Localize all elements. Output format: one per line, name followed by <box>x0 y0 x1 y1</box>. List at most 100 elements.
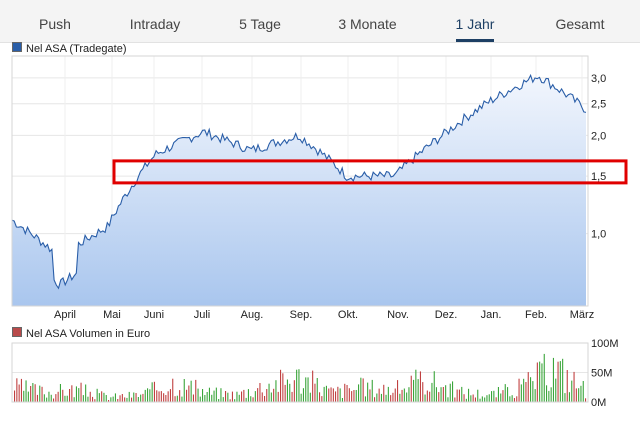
volume-bar <box>502 390 504 402</box>
volume-bar <box>353 390 355 402</box>
volume-bar <box>351 391 353 402</box>
volume-bar <box>289 383 291 402</box>
volume-bar <box>435 387 437 402</box>
volume-bar <box>511 395 513 402</box>
volume-bar <box>426 390 428 402</box>
volume-bar <box>484 397 486 402</box>
volume-bar <box>472 394 474 402</box>
volume-bar <box>252 397 254 402</box>
volume-bar <box>422 382 424 402</box>
volume-bar <box>415 369 417 402</box>
volume-bar <box>397 380 399 402</box>
volume-bar <box>374 397 376 402</box>
volume-bar <box>380 393 382 402</box>
tab-3-monate[interactable]: 3 Monate <box>338 16 397 32</box>
volume-bar <box>539 361 541 402</box>
volume-bar <box>25 380 27 402</box>
tab-intraday[interactable]: Intraday <box>129 16 181 32</box>
volume-bar <box>474 397 476 402</box>
volume-bar <box>491 391 493 402</box>
volume-bar <box>488 394 490 402</box>
volume-bar <box>424 394 426 402</box>
volume-bar <box>179 390 181 402</box>
volume-bar <box>128 391 130 402</box>
volume-legend: Nel ASA Volumen in Euro <box>12 327 150 340</box>
volume-bar <box>493 390 495 402</box>
volume-bar <box>419 371 421 402</box>
volume-bar <box>479 398 481 402</box>
volume-bar <box>516 396 518 402</box>
volume-bar <box>394 388 396 402</box>
volume-bar <box>536 362 538 402</box>
volume-bar <box>302 388 304 402</box>
volume-bar <box>264 396 266 402</box>
volume-y-tick-label: 0M <box>591 397 606 409</box>
volume-bar <box>465 398 467 402</box>
price-line <box>11 73 587 290</box>
volume-bar <box>39 385 41 402</box>
volume-bar <box>546 385 548 402</box>
y-tick-label: 1,0 <box>591 229 606 241</box>
volume-bar <box>231 391 233 402</box>
volume-grid <box>12 342 588 403</box>
volume-bar <box>64 395 66 402</box>
volume-bar <box>126 397 128 402</box>
volume-bar <box>103 392 105 402</box>
volume-bar <box>410 375 412 402</box>
volume-bar <box>319 392 321 402</box>
volume-bar <box>323 386 325 402</box>
volume-bar <box>355 390 357 402</box>
volume-bar <box>541 363 543 402</box>
volume-bar <box>50 394 52 402</box>
price-area <box>12 75 586 306</box>
volume-bar <box>144 389 146 402</box>
volume-bar <box>117 399 119 402</box>
volume-bar <box>401 389 403 402</box>
volume-bar <box>339 388 341 402</box>
volume-bar <box>495 397 497 402</box>
price-y-axis: 3,0 2,5 2,0 1,5 1,0 <box>591 73 606 241</box>
volume-bar <box>192 394 194 402</box>
volume-bar <box>257 388 259 402</box>
volume-bar <box>268 383 270 402</box>
volume-bar <box>305 377 307 402</box>
volume-bar <box>527 372 529 402</box>
volume-bar <box>548 390 550 402</box>
y-tick-label: 1,5 <box>591 171 606 183</box>
volume-y-tick-label: 50M <box>591 368 612 380</box>
volume-bar <box>53 398 55 402</box>
volume-bar <box>399 393 401 402</box>
volume-bar <box>169 389 171 402</box>
volume-bar <box>131 397 133 402</box>
volume-bar <box>580 385 582 402</box>
volume-bar <box>433 371 435 402</box>
volume-bar <box>114 393 116 402</box>
volume-plot-frame <box>11 342 589 403</box>
volume-bar <box>438 392 440 402</box>
tab-gesamt[interactable]: Gesamt <box>555 16 605 32</box>
price-legend: Nel ASA (Tradegate) <box>12 42 126 55</box>
tab-1-jahr[interactable]: 1 Jahr <box>430 0 520 42</box>
volume-bar <box>390 395 392 402</box>
volume-bar <box>92 396 94 402</box>
volume-bar <box>557 361 559 402</box>
volume-bar <box>552 357 554 402</box>
volume-bar <box>156 390 158 402</box>
volume-bar <box>454 397 456 402</box>
volume-bar <box>261 392 263 402</box>
volume-bar <box>197 388 199 402</box>
volume-bar <box>135 393 137 402</box>
volume-bar <box>241 391 243 402</box>
volume-bar <box>316 378 318 402</box>
volume-bar <box>325 385 327 402</box>
volume-bar <box>371 379 373 402</box>
volume-bar <box>413 379 415 402</box>
volume-bar <box>532 381 534 402</box>
volume-bar <box>387 386 389 402</box>
volume-bar <box>16 378 18 402</box>
tab-push[interactable]: Push <box>39 16 71 32</box>
volume-bar <box>367 382 369 402</box>
tab-5-tage[interactable]: 5 Tage <box>239 16 281 32</box>
volume-legend-label: Nel ASA Volumen in Euro <box>26 328 151 340</box>
volume-bar <box>236 391 238 402</box>
